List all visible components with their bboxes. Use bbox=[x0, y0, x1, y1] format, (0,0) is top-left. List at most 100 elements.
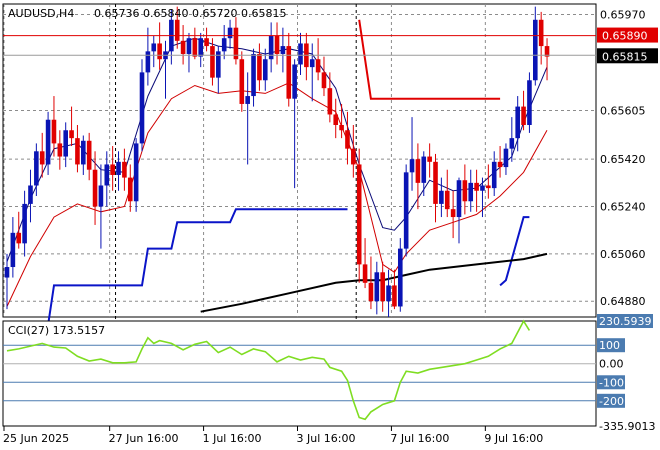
candle-bull bbox=[509, 138, 515, 149]
candle-bear bbox=[180, 40, 186, 54]
candle-bull bbox=[503, 148, 509, 168]
cci-levels bbox=[3, 344, 596, 402]
price-tick-label: 0.64880 bbox=[600, 295, 646, 308]
candle-bear bbox=[16, 232, 22, 244]
candle-bull bbox=[145, 51, 151, 73]
candle-bear bbox=[39, 151, 45, 165]
price-tick-label: 0.65605 bbox=[600, 105, 646, 118]
candle-bull bbox=[491, 161, 497, 189]
candle-bull bbox=[456, 180, 462, 218]
current-price-label-box bbox=[597, 48, 658, 64]
candle-bull bbox=[28, 185, 33, 204]
candle-bear bbox=[521, 106, 526, 125]
candle-bear bbox=[204, 38, 209, 47]
candle-bull bbox=[133, 143, 139, 202]
candle-bear bbox=[233, 27, 239, 60]
candle-bull bbox=[309, 59, 315, 68]
time-axis: 25 Jun 2025 27 Jun 16:00 1 Jul 16:00 3 Jul … bbox=[3, 426, 543, 445]
cci-title: CCI(27) 173.5157 bbox=[8, 324, 105, 337]
candle-bull bbox=[81, 140, 86, 165]
candle-bull bbox=[186, 38, 192, 54]
candle-bull bbox=[4, 267, 10, 278]
candle-bull bbox=[245, 96, 250, 104]
candle-bear bbox=[92, 169, 98, 207]
candle-bull bbox=[227, 27, 233, 39]
candle-bull bbox=[515, 106, 520, 139]
candle-bear bbox=[362, 264, 368, 283]
candle-bear bbox=[415, 159, 421, 183]
candle-bear bbox=[380, 272, 385, 302]
cci-tick-label: 230.5939 bbox=[599, 315, 652, 328]
chart-header-symbol: AUDUSD,H4 bbox=[8, 7, 74, 20]
candle-bull bbox=[439, 190, 444, 204]
candle-bull bbox=[262, 59, 268, 81]
candle-bull bbox=[386, 285, 391, 302]
time-tick-label: 25 Jun 2025 bbox=[3, 432, 69, 445]
candle-bear bbox=[110, 164, 115, 175]
candle-bear bbox=[356, 164, 362, 265]
time-tick-label: 7 Jul 16:00 bbox=[390, 432, 449, 445]
candle-bull bbox=[22, 203, 27, 244]
candle-bear bbox=[450, 209, 456, 218]
price-grid bbox=[3, 4, 596, 426]
candle-bear bbox=[239, 59, 245, 104]
candles bbox=[4, 6, 550, 317]
candle-bear bbox=[368, 282, 374, 302]
candle-bull bbox=[480, 185, 485, 191]
candle-bear bbox=[433, 161, 438, 204]
red-step-line bbox=[358, 19, 501, 100]
candle-bear bbox=[544, 46, 550, 57]
candle-bull bbox=[216, 51, 221, 78]
candle-bear bbox=[321, 72, 327, 89]
chart-header-ohlc: 0.65736 0.65840 0.65720 0.65815 bbox=[94, 7, 286, 20]
cci-tick-label: 0.00 bbox=[599, 358, 624, 371]
cci-tick-label: -335.9013 bbox=[599, 420, 655, 433]
cci-tick-label: -200 bbox=[599, 395, 624, 408]
candle-bull bbox=[268, 35, 274, 60]
candle-bull bbox=[403, 172, 409, 249]
price-panel: AUDUSD,H4 0.65736 0.65840 0.65720 0.6581… bbox=[2, 3, 597, 426]
candle-bull bbox=[280, 46, 286, 54]
candle-bull bbox=[221, 38, 227, 52]
candle-bull bbox=[139, 72, 145, 144]
cci-level-box bbox=[597, 314, 653, 329]
cci-level-box bbox=[597, 375, 625, 390]
time-tick-label: 3 Jul 16:00 bbox=[297, 432, 356, 445]
candle-bull bbox=[34, 151, 39, 186]
candle-bull bbox=[151, 43, 157, 52]
blue-step-line-2 bbox=[499, 216, 530, 287]
cci-tick-label: -100 bbox=[599, 376, 624, 389]
red-level-label-box bbox=[597, 27, 658, 43]
candle-bear bbox=[57, 143, 63, 157]
red-level-label: 0.65890 bbox=[602, 30, 648, 43]
candle-bear bbox=[51, 119, 57, 144]
candle-bear bbox=[538, 19, 544, 47]
price-tick-label: 0.65970 bbox=[600, 9, 646, 22]
candle-bull bbox=[10, 232, 16, 268]
candle-bear bbox=[127, 177, 133, 202]
current-price-label: 0.65815 bbox=[602, 50, 648, 63]
price-tick-label: 0.65060 bbox=[600, 248, 646, 261]
candle-bear bbox=[462, 180, 468, 202]
candle-bull bbox=[104, 164, 110, 186]
candle-bull bbox=[298, 43, 303, 65]
candle-bull bbox=[198, 38, 204, 57]
candle-bear bbox=[257, 53, 262, 81]
time-tick-label: 27 Jun 16:00 bbox=[109, 432, 179, 445]
candle-bear bbox=[497, 161, 503, 168]
candle-bull bbox=[374, 272, 380, 302]
cci-panel: CCI(27) 173.5157 bbox=[2, 319, 597, 427]
candle-bear bbox=[210, 46, 215, 78]
candle-bear bbox=[351, 148, 356, 165]
cci-panel-frame bbox=[2, 320, 597, 427]
candle-bull bbox=[409, 159, 415, 173]
candle-bear bbox=[75, 138, 80, 165]
candle-bear bbox=[486, 185, 491, 189]
price-tick-label: 0.65420 bbox=[600, 153, 646, 166]
price-tick-label: 0.65240 bbox=[600, 201, 646, 214]
candle-bear bbox=[192, 38, 198, 57]
cci-line bbox=[6, 319, 531, 421]
candle-bull bbox=[397, 248, 403, 307]
candle-bear bbox=[339, 124, 344, 131]
cci-level-box bbox=[597, 393, 625, 408]
